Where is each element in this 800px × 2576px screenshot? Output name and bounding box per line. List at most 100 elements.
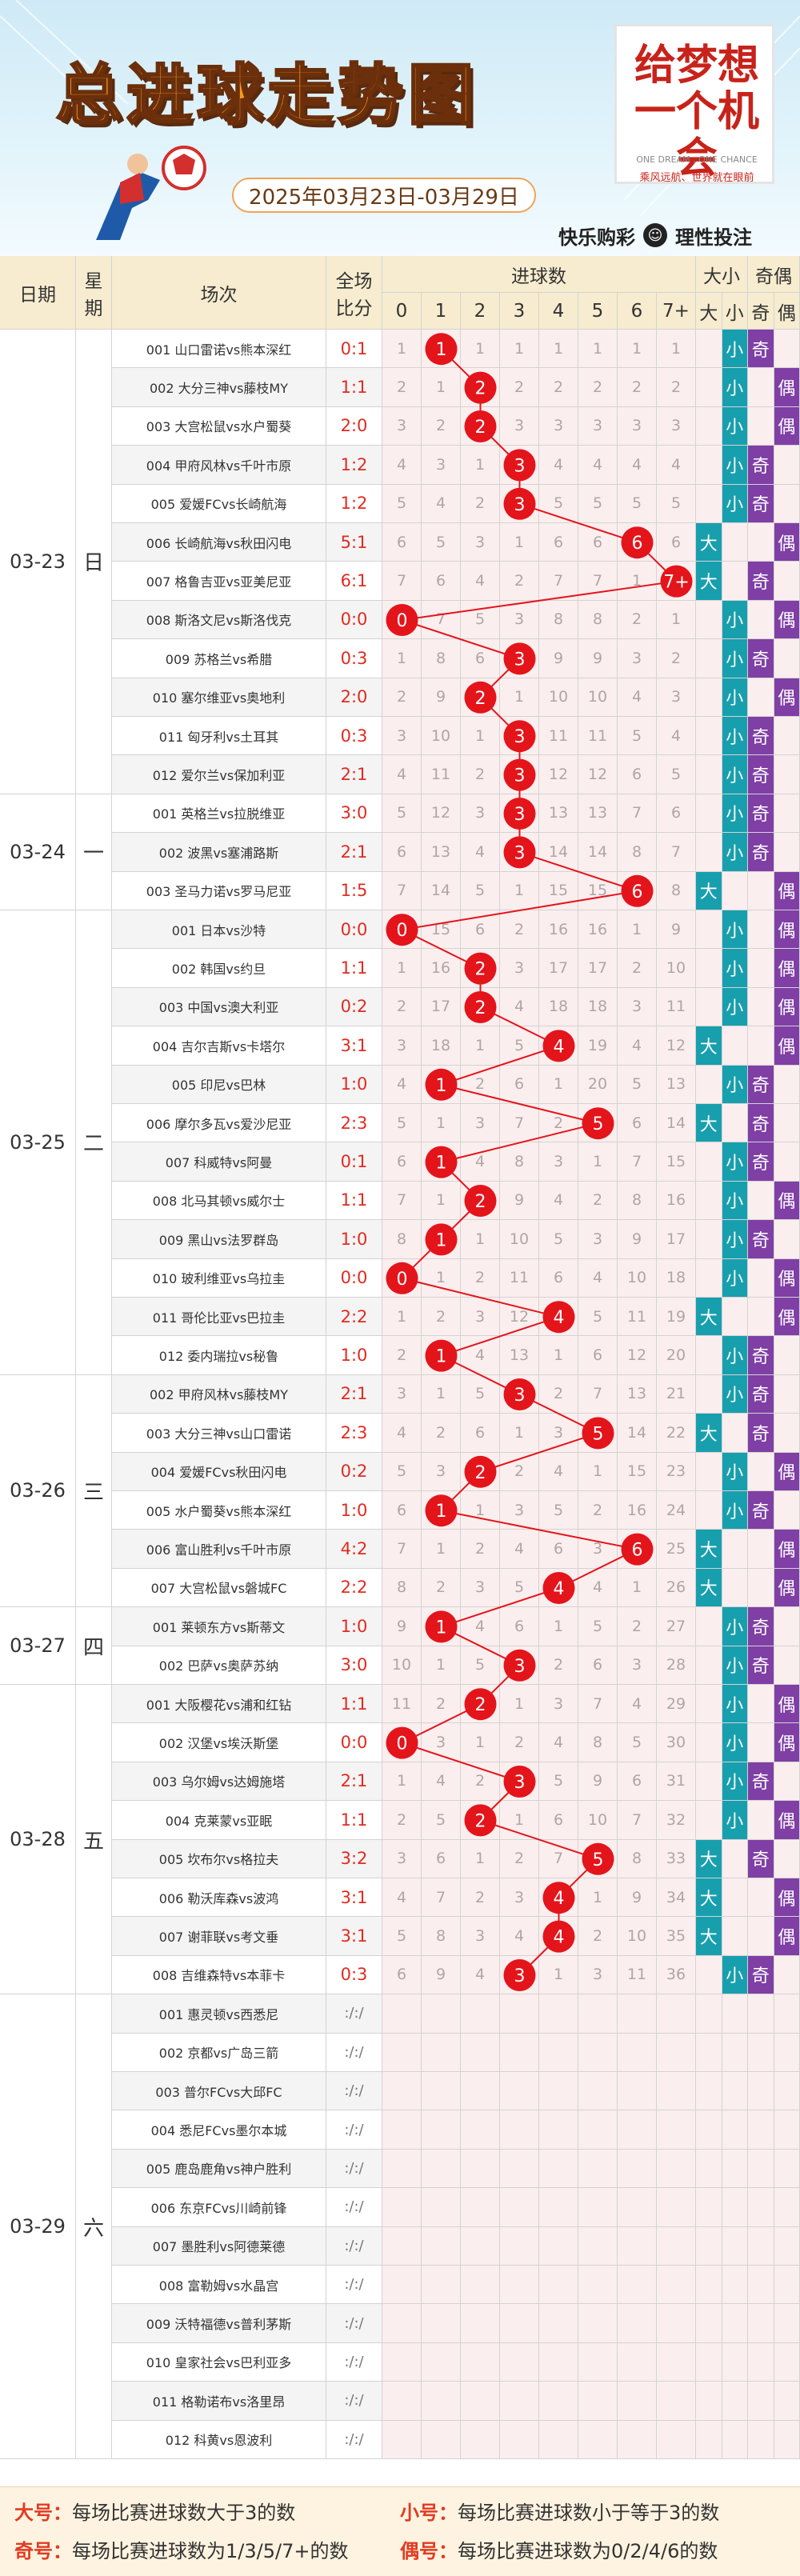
goal-cell: 4 xyxy=(422,484,461,523)
goal-cell: 7 xyxy=(382,1181,422,1221)
goal-cell: 17 xyxy=(578,949,618,988)
goal-ball-label: 4 xyxy=(554,1928,565,1948)
goal-cell: 2 xyxy=(618,368,657,407)
goal-cell: 7 xyxy=(578,1685,618,1724)
goal-cell: 2 xyxy=(539,1374,578,1414)
goal-cell: 11 xyxy=(500,1258,539,1298)
goal-cell: 16 xyxy=(539,910,578,950)
parity-empty xyxy=(748,1994,774,2034)
goal-ball xyxy=(503,1766,536,1798)
goal-cell xyxy=(657,2304,696,2343)
goal-cell: 4 xyxy=(539,1723,578,1762)
goal-ball-label: 1 xyxy=(436,1076,447,1096)
match-score: :/:/ xyxy=(326,2266,382,2305)
goal-cell xyxy=(422,1994,461,2034)
goal-cell: 4 xyxy=(539,1452,578,1491)
goal-cell xyxy=(500,2072,539,2111)
goal-cell: 6 xyxy=(382,1491,422,1530)
goal-cell: 5 xyxy=(578,1298,618,1337)
header-goal-col: 2 xyxy=(461,293,500,330)
size-empty xyxy=(722,1026,748,1066)
goal-ball-label: 1 xyxy=(436,1502,447,1522)
match-name: 007 科威特vs阿曼 xyxy=(112,1142,326,1182)
parity-even-mark: 偶 xyxy=(774,1026,800,1066)
goal-cell: 5 xyxy=(578,1607,618,1646)
goal-cell: 3 xyxy=(618,1646,657,1685)
match-name: 003 大宫松鼠vs水户蜀葵 xyxy=(112,406,326,446)
match-score: :/:/ xyxy=(326,2188,382,2227)
goal-cell: 5 xyxy=(382,1452,422,1491)
slogan-badge: 给梦想一个机会 ONE DREAM , ONE CHANCE 乘风远航、世界就在… xyxy=(614,24,774,184)
goal-cell: 2 xyxy=(578,1491,618,1530)
size-empty xyxy=(696,1065,722,1104)
goal-cell: 3 xyxy=(539,1142,578,1182)
goal-cell xyxy=(578,2149,618,2189)
day-week: 四 xyxy=(76,1607,112,1685)
size-empty xyxy=(696,2149,722,2189)
header-goal-col: 1 xyxy=(422,293,461,330)
header-size: 大小 xyxy=(696,256,748,293)
goal-ball-label: 4 xyxy=(554,1579,565,1599)
size-empty xyxy=(722,2072,748,2111)
goal-cell: 21 xyxy=(657,1374,696,1414)
goal-cell xyxy=(461,2033,500,2072)
goal-cell: 1 xyxy=(500,1414,539,1453)
match-name: 005 鹿岛鹿角vs神户胜利 xyxy=(112,2149,326,2189)
goal-cell xyxy=(657,2110,696,2150)
goal-cell xyxy=(578,2226,618,2266)
goal-cell: 9 xyxy=(539,639,578,678)
goal-cell: 10 xyxy=(618,1917,657,1956)
goal-cell: 3 xyxy=(618,406,657,446)
size-big-mark: 大 xyxy=(696,1917,722,1956)
goal-cell: 1 xyxy=(500,523,539,562)
match-score: 5:1 xyxy=(326,523,382,562)
goal-cell: 8 xyxy=(578,600,618,640)
parity-empty xyxy=(748,871,774,910)
goal-cell: 20 xyxy=(578,1065,618,1104)
goal-cell: 4 xyxy=(500,1917,539,1956)
match-name: 001 大阪樱花vs浦和红钻 xyxy=(112,1685,326,1724)
parity-empty xyxy=(748,1026,774,1066)
match-name: 005 坎布尔vs格拉夫 xyxy=(112,1839,326,1878)
day-date: 03-27 xyxy=(0,1607,76,1685)
day-date: 03-26 xyxy=(0,1374,76,1608)
goal-cell: 5 xyxy=(382,484,422,523)
size-empty xyxy=(722,2188,748,2227)
smile-icon: ☺ xyxy=(643,223,667,247)
goal-ball-label: 0 xyxy=(397,1734,408,1754)
goal-ball xyxy=(582,1842,614,1875)
goal-cell xyxy=(461,1994,500,2034)
match-score: :/:/ xyxy=(326,2342,382,2382)
goal-cell: 22 xyxy=(657,1414,696,1453)
parity-empty xyxy=(774,1491,800,1530)
goal-cell xyxy=(500,2033,539,2072)
size-big-mark: 大 xyxy=(696,1568,722,1608)
size-empty xyxy=(696,600,722,640)
goal-cell: 18 xyxy=(657,1258,696,1298)
parity-odd-mark: 奇 xyxy=(748,1607,774,1646)
size-empty xyxy=(696,446,722,485)
match-name: 010 皇家社会vs巴利亚多 xyxy=(112,2342,326,2382)
badge-subtitle: 乘风远航、世界就在眼前 xyxy=(639,172,754,184)
goal-cell xyxy=(618,2072,657,2111)
parity-even-mark: 偶 xyxy=(774,1530,800,1569)
match-score: 0:0 xyxy=(326,910,382,950)
goal-cell: 14 xyxy=(578,833,618,872)
goal-cell: 5 xyxy=(539,1220,578,1259)
goal-cell: 1 xyxy=(422,1646,461,1685)
parity-empty xyxy=(774,794,800,834)
goal-cell: 6 xyxy=(618,1104,657,1143)
goal-cell: 9 xyxy=(382,1607,422,1646)
match-name: 001 英格兰vs拉脱维亚 xyxy=(112,794,326,834)
match-score: 6:1 xyxy=(326,562,382,601)
goal-cell: 1 xyxy=(461,1839,500,1878)
parity-empty xyxy=(748,2149,774,2189)
goal-ball-label: 4 xyxy=(554,1889,565,1909)
size-empty xyxy=(696,368,722,407)
goal-cell xyxy=(500,2266,539,2305)
goal-cell: 3 xyxy=(461,1568,500,1608)
parity-empty xyxy=(774,1955,800,1995)
goal-cell xyxy=(578,2342,618,2382)
parity-empty xyxy=(774,2304,800,2343)
goal-cell: 6 xyxy=(382,1142,422,1182)
